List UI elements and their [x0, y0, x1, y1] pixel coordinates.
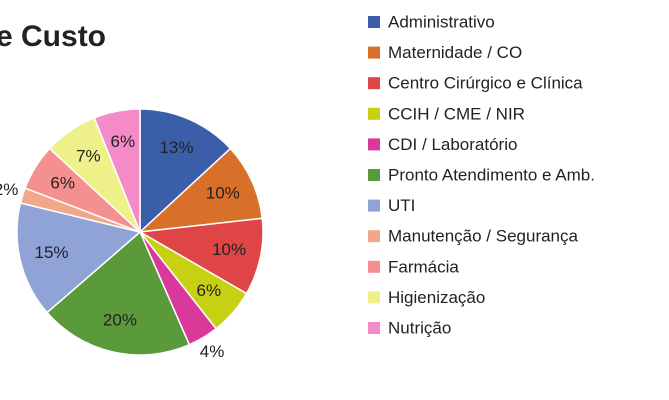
data-label: 7%	[76, 147, 101, 166]
data-label: 2%	[0, 180, 18, 199]
legend-label: Farmácia	[388, 257, 459, 276]
legend-label: Manutenção / Segurança	[388, 227, 579, 246]
data-label: 6%	[196, 281, 221, 300]
pie-slice	[139, 108, 232, 234]
legend-swatch	[368, 230, 380, 243]
legend-label: Centro Cirúrgico e Clínica	[388, 74, 583, 93]
legend-swatch	[368, 291, 380, 304]
legend-label: Maternidade / CO	[388, 43, 522, 62]
data-label: 6%	[50, 173, 75, 192]
pie-slice	[137, 217, 264, 295]
pie-slice	[137, 147, 264, 233]
legend-swatch	[368, 322, 380, 334]
data-label: 10%	[206, 184, 240, 203]
data-label: 13%	[159, 138, 193, 157]
data-label: 6%	[110, 132, 135, 151]
legend-label: UTI	[388, 196, 415, 215]
legend-swatch	[368, 107, 380, 120]
pie-slice	[93, 108, 141, 233]
pie-slice	[45, 230, 191, 356]
legend-label: CDI / Laboratório	[388, 135, 517, 154]
data-label: 15%	[35, 243, 69, 262]
legend-label: Higienização	[388, 288, 485, 307]
legend-label: Pronto Atendimento e Amb.	[388, 165, 595, 184]
legend-label: Administrativo	[388, 12, 495, 31]
legend-label: CCIH / CME / NIR	[388, 104, 525, 123]
chart-title: e Custo	[0, 20, 106, 53]
pie-slice	[16, 202, 142, 314]
legend-swatch	[368, 16, 380, 28]
legend-label: Nutrição	[388, 318, 451, 337]
legend-swatch	[368, 46, 380, 59]
legend-swatch	[368, 199, 380, 212]
legend-swatch	[368, 138, 380, 151]
legend-swatch	[368, 77, 380, 90]
data-label: 20%	[103, 310, 137, 329]
legend-swatch	[368, 260, 380, 273]
legend-swatch	[368, 169, 380, 181]
data-label: 4%	[200, 342, 225, 361]
data-label: 10%	[212, 240, 246, 259]
